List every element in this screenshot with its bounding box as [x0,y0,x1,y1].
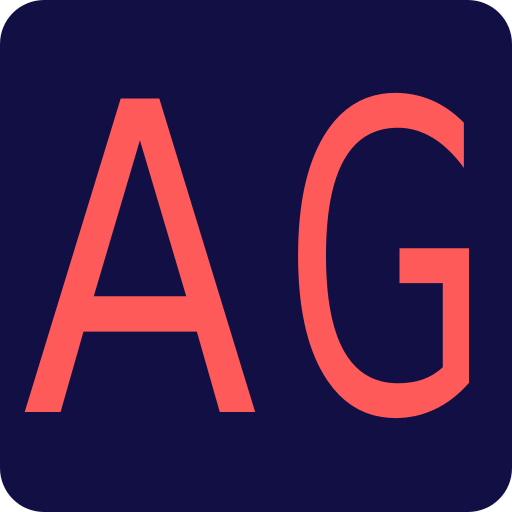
monogram-letter-g: G [283,14,491,512]
monogram-letter-a: A [22,14,259,512]
